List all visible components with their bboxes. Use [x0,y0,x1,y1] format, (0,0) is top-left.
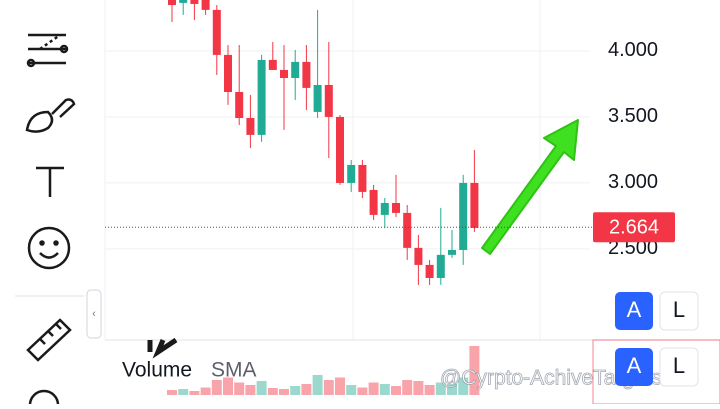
y-tick-label: 3.500 [608,105,658,127]
log-button[interactable] [659,291,699,331]
candle-body [392,202,400,213]
volume-label: Volume [122,359,192,382]
auto-button[interactable] [615,348,653,386]
volume-bar [391,386,401,395]
tool-emoji[interactable] [27,226,71,270]
last-price-label: 2.664 [609,217,659,239]
volume-bar [223,377,233,395]
candle-body [179,0,188,3]
volume-bar [189,391,200,395]
volume-bar [402,380,413,395]
auto-button-label: A [627,353,642,378]
volume-bar [357,387,368,395]
candle-body [313,85,322,112]
volume-bar [424,385,435,395]
volume-bar [458,377,469,395]
candle-body [436,254,445,278]
volume-bar [379,384,390,395]
tool-text[interactable] [36,166,64,197]
volume-bar [279,389,289,395]
candle-body [324,85,333,117]
candle-body [302,61,311,88]
volume-bar [211,380,222,395]
tool-zoom[interactable] [28,389,60,409]
volume-bar [323,380,334,395]
collapse-icon: ‹ [92,308,96,320]
y-tick-label: 4.000 [608,39,658,61]
candle-body [291,61,300,79]
candle-body [246,117,255,135]
volume-bar [267,388,278,395]
candle-body [425,264,434,278]
candle-body [168,0,176,6]
volume-bar [335,377,345,395]
tool-ruler[interactable] [26,318,72,362]
logo [147,337,178,359]
candle-body [380,202,389,215]
candle-body [358,164,367,192]
volume-bar [368,382,379,395]
volume-bar [413,381,424,395]
log-button-label: L [673,353,685,378]
tool-brush[interactable] [25,98,76,133]
volume-bar [245,385,256,395]
candle-body [347,164,356,183]
volume-bar [312,375,323,395]
y-tick-label: 2.500 [608,237,658,259]
candle-body [268,59,277,70]
auto-button-label: A [627,297,642,322]
volume-bar [167,390,177,395]
sma-label: SMA [211,359,257,382]
volume-bar [435,382,446,395]
candle-body [459,182,468,250]
candle-body [280,69,288,79]
candle-body [414,247,423,265]
candle-body [235,91,244,118]
candle-body [470,182,479,228]
volume-bar [256,381,267,395]
volume-bar [469,346,480,395]
volume-bar [346,385,357,395]
candle-body [190,0,199,4]
volume-bar [234,382,245,395]
volume-bar [301,384,312,395]
candle-body [336,116,344,183]
candle-body [212,9,221,55]
volume-bar [200,387,211,395]
tool-lines[interactable] [26,33,69,68]
volume-bar [290,386,301,395]
watermark: @Cyrpto-AchiveTargets [440,367,662,390]
arrow-annotation [481,119,579,255]
last-price-badge [593,212,675,243]
log-button-label: L [673,297,685,322]
candle-body [448,249,456,255]
collapse-toolbar[interactable] [86,289,102,339]
auto-button[interactable] [615,292,653,330]
toolbar [25,33,76,409]
volume-bar [447,384,457,395]
y-tick-label: 3.000 [608,171,658,193]
candle-body [224,54,232,92]
candle-body [403,212,412,248]
candle-body [369,189,378,215]
volume-bar [178,389,189,395]
log-button[interactable] [659,347,699,387]
candle-body [201,0,210,10]
candle-body [257,59,266,135]
